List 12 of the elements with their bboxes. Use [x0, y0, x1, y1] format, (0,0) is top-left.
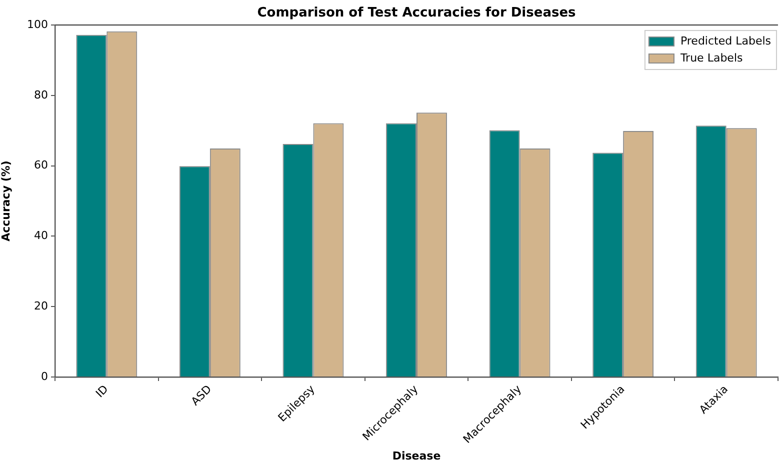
- legend-label: True Labels: [679, 51, 743, 64]
- y-axis-title: Accuracy (%): [0, 160, 12, 242]
- chart-title: Comparison of Test Accuracies for Diseases: [257, 5, 576, 20]
- legend-label: Predicted Labels: [680, 34, 772, 48]
- y-tick-label: 40: [34, 229, 48, 242]
- y-tick-label: 100: [27, 18, 48, 31]
- y-tick-label: 80: [34, 88, 48, 102]
- x-axis-title: Disease: [392, 449, 441, 462]
- y-tick-label: 20: [34, 299, 48, 312]
- y-tick-label: 60: [34, 158, 48, 172]
- y-tick-label: 0: [41, 370, 48, 383]
- x-tick-label: ID: [93, 382, 111, 400]
